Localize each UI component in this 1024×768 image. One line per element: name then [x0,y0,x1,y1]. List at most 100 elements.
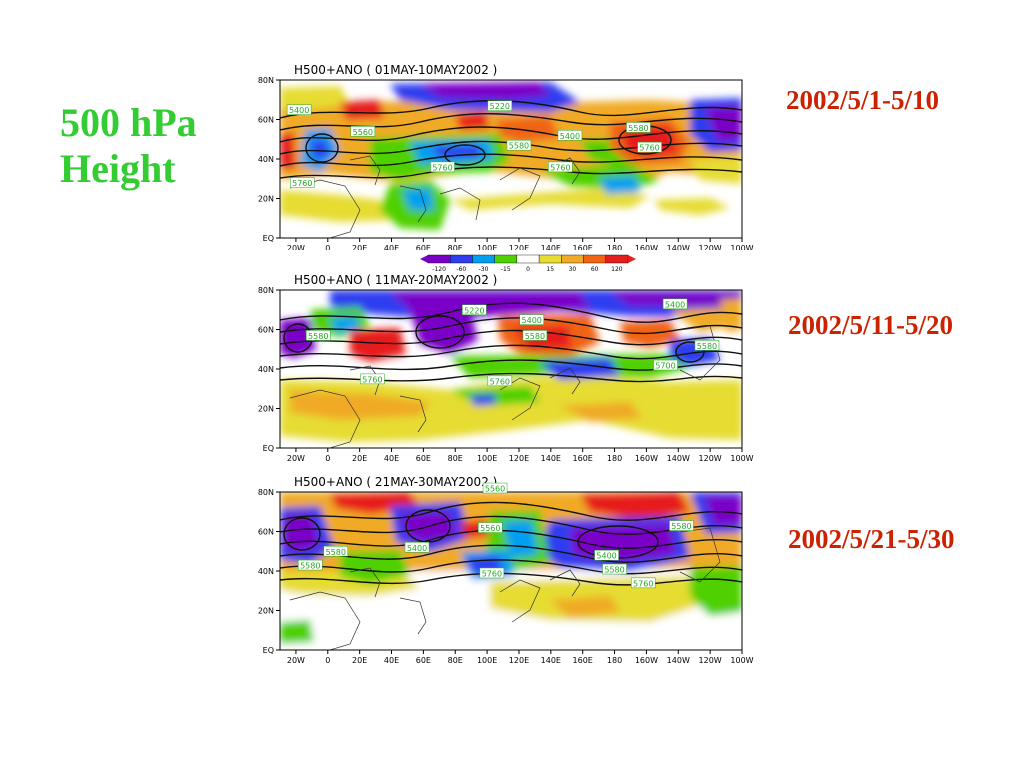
svg-text:5580: 5580 [509,142,529,151]
lon-tick-label: 60E [416,656,431,665]
colorbar-tick: 60 [591,266,599,273]
lon-axis: 20W 0 20E 40E 60E 80E 100E 120E 140E 160E 180 160W 1… [287,238,754,253]
lon-tick-label: 140E [541,656,561,665]
lon-tick-label: 20E [352,244,367,250]
colorbar-tick: -15 [501,266,511,273]
lon-tick-label: 0 [325,454,330,463]
contour-label: 5760 [630,577,656,588]
colorbar-tick: 120 [611,266,623,273]
colorbar-swatch [494,254,518,264]
page-title: 500 hPa Height [60,100,197,192]
contour-label: 5560 [482,482,508,494]
lat-tick-label: 60N [258,528,274,537]
lon-tick-label: 40E [384,454,399,463]
svg-text:5400: 5400 [596,552,616,561]
coastlines [289,527,721,650]
contour-label: 5760 [290,177,315,188]
colorbar: -120 -60 -30 -15 0 15 30 60 120 [418,252,638,279]
lat-tick-label: EQ [263,444,274,453]
map-panel-2: H500+ANO ( 11MAY-20MAY2002 ) [250,270,770,470]
svg-text:5400: 5400 [407,544,427,553]
lon-tick-label: 180 [607,656,622,665]
svg-text:5760: 5760 [362,375,382,384]
lon-tick-label: 60E [416,244,431,250]
contour-label: 5220 [487,100,513,111]
contour-label: 5580 [522,330,548,341]
contour-label: 5580 [298,559,323,571]
contour-label: 5400 [286,104,312,115]
lon-tick-label: 160W [635,454,658,463]
lat-axis: 80N 60N 40N 20N EQ [258,76,280,243]
lat-tick-label: 40N [258,155,274,164]
period-label-1: 2002/5/1-5/10 [786,85,939,115]
lat-tick-label: 20N [258,405,274,414]
contour-labels: 5400 5560 5220 5400 5580 5580 5760 5760 5760 5760 [286,100,662,188]
svg-text:5760: 5760 [432,163,452,172]
period-label-2: 2002/5/11-5/20 [788,310,954,340]
lon-tick-label: 160E [573,454,593,463]
svg-text:5580: 5580 [628,124,648,133]
lon-tick-label: 140E [541,244,561,250]
svg-text:5220: 5220 [490,102,510,111]
lon-tick-label: 40E [384,244,399,250]
lon-tick-label: 120W [699,656,722,665]
anomaly-field [280,492,742,650]
lat-tick-label: 80N [258,286,274,295]
svg-text:5580: 5580 [308,332,328,341]
lon-tick-label: 180 [607,454,622,463]
contour-label: 5580 [694,340,720,351]
map-title: H500+ANO ( 11MAY-20MAY2002 ) [294,273,497,287]
lat-axis: 80N 60N 40N 20N EQ [258,286,280,453]
colorbar-tick: 30 [569,266,577,273]
svg-text:5220: 5220 [464,306,484,315]
lat-tick-label: 20N [258,607,274,616]
lon-tick-label: 120E [509,454,529,463]
svg-text:5760: 5760 [292,179,312,188]
lat-tick-label: 60N [258,326,274,335]
map-svg-2: H500+ANO ( 11MAY-20MAY2002 ) [258,273,754,463]
svg-text:5560: 5560 [480,524,500,533]
svg-text:5400: 5400 [560,132,580,141]
lat-tick-label: 80N [258,488,274,497]
svg-text:5580: 5580 [326,548,346,557]
map-panel-1: H500+ANO ( 01MAY-10MAY2002 ) [250,60,770,255]
svg-text:5400: 5400 [289,106,309,115]
lon-tick-label: 160E [573,656,593,665]
contour-label: 5400 [557,130,583,141]
contour-label: 5400 [404,542,430,553]
contour-label: 5760 [360,373,385,384]
svg-text:5760: 5760 [639,144,659,153]
svg-text:5560: 5560 [353,128,373,137]
contour-label: 5560 [478,522,503,533]
svg-text:5700: 5700 [655,362,675,371]
lon-axis: 20W 0 20E 40E 60E 80E 100E 120E 140E 160E 180 160W 1… [287,650,754,665]
lat-axis: 80N 60N 40N 20N EQ [258,488,280,655]
lon-tick-label: 120W [699,244,722,250]
colorbar-swatch [516,254,540,264]
contour-label: 5760 [637,141,662,153]
svg-text:5760: 5760 [490,377,510,386]
title-line-2: Height [60,146,176,191]
contour-label: 5580 [323,546,349,557]
svg-text:5400: 5400 [665,300,685,309]
svg-text:5580: 5580 [300,562,320,571]
lon-tick-label: 20W [287,454,305,463]
height-contours [280,501,742,586]
lon-tick-label: 60E [416,454,431,463]
lon-tick-label: 80E [448,244,463,250]
title-line-1: 500 hPa [60,100,197,145]
colorbar-swatch [605,254,629,264]
svg-text:5760: 5760 [482,569,502,578]
svg-text:5580: 5580 [604,566,624,575]
lat-tick-label: 40N [258,567,274,576]
lon-tick-label: 140W [667,656,690,665]
colorbar-swatch [472,254,495,264]
lon-tick-label: 160W [635,244,658,250]
lon-tick-label: 180 [607,244,622,250]
contour-label: 5700 [653,359,678,371]
svg-text:5580: 5580 [697,342,717,351]
lon-tick-label: 100W [730,656,753,665]
colorbar-swatch [427,254,451,264]
lon-tick-label: 120E [509,244,529,250]
contour-label: 5560 [350,126,376,137]
